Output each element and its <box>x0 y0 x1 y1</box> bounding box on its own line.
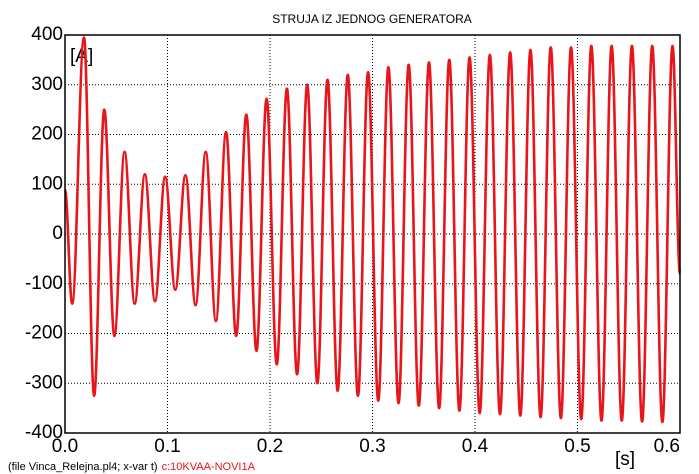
y-tick-label: 200 <box>31 124 63 145</box>
x-tick-label: 0.0 <box>52 436 78 457</box>
legend-entry: c:10KVAA-NOVI1A <box>162 461 256 473</box>
x-tick-label: 0.5 <box>564 436 590 457</box>
x-axis-label: [s] <box>615 449 635 470</box>
y-tick-label: 0 <box>52 223 63 244</box>
x-tick-label: 0.3 <box>359 436 385 457</box>
x-tick-label: 0.1 <box>154 436 180 457</box>
y-tick-label: 100 <box>31 173 63 194</box>
y-tick-label: -300 <box>25 372 63 393</box>
x-tick-label: 0.2 <box>257 436 283 457</box>
y-tick-label: 300 <box>31 74 63 95</box>
y-tick-label: -200 <box>25 323 63 344</box>
footer: (file Vinca_Relejna.pl4; x-var t) c:10KVA… <box>8 461 256 473</box>
y-tick-label: -400 <box>25 422 63 443</box>
y-tick-label: 400 <box>31 24 63 45</box>
plot-frame <box>64 34 681 434</box>
chart-title: STRUJA IZ JEDNOG GENERATORA <box>272 12 472 26</box>
x-tick-label: 0.6 <box>654 436 680 457</box>
x-tick-label: 0.4 <box>462 436 489 457</box>
y-tick-label: -100 <box>25 273 63 294</box>
footer-file: (file Vinca_Relejna.pl4; x-var t) <box>8 461 158 473</box>
line-series <box>63 36 682 424</box>
